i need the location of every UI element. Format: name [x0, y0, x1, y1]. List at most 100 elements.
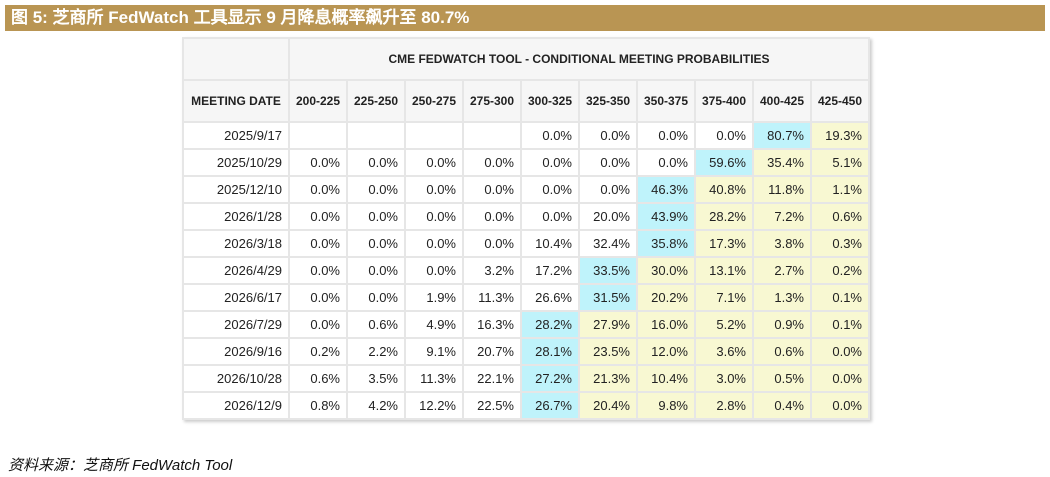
probability-cell: 22.5%: [462, 391, 522, 420]
probability-cell: 0.0%: [578, 121, 638, 150]
probability-cell: 0.1%: [810, 283, 870, 312]
meeting-date: 2025/12/10: [182, 175, 290, 204]
probability-cell: 12.2%: [404, 391, 464, 420]
table-row: 2026/6/17 0.0% 0.0% 1.9% 11.3% 26.6% 31.5% 20.2…: [182, 283, 870, 312]
probability-cell: 11.8%: [752, 175, 812, 204]
probability-cell: 0.0%: [288, 148, 348, 177]
probability-cell: 0.0%: [346, 148, 406, 177]
probability-cell: 16.0%: [636, 310, 696, 339]
rate-column-header: 250-275: [404, 79, 464, 123]
probability-cell: 17.3%: [694, 229, 754, 258]
probability-cell: 3.0%: [694, 364, 754, 393]
probability-cell: 0.0%: [404, 175, 464, 204]
probability-cell: 1.9%: [404, 283, 464, 312]
probability-cell: 5.2%: [694, 310, 754, 339]
probability-cell: 59.6%: [694, 148, 754, 177]
probability-cell: 0.9%: [752, 310, 812, 339]
probability-cell: 4.2%: [346, 391, 406, 420]
probability-cell: 0.0%: [520, 175, 580, 204]
probability-cell: 35.8%: [636, 229, 696, 258]
date-header: MEETING DATE: [182, 79, 290, 123]
probability-cell: 0.0%: [404, 202, 464, 231]
probability-cell: 40.8%: [694, 175, 754, 204]
probability-cell: 0.4%: [752, 391, 812, 420]
source-note: 资料来源：芝商所 FedWatch Tool: [8, 457, 233, 474]
probability-cell: 27.2%: [520, 364, 580, 393]
meeting-date: 2025/10/29: [182, 148, 290, 177]
rate-column-header: 400-425: [752, 79, 812, 123]
probability-cell: 26.7%: [520, 391, 580, 420]
probability-cell: 31.5%: [578, 283, 638, 312]
rate-column-header: 225-250: [346, 79, 406, 123]
meeting-date: 2026/10/28: [182, 364, 290, 393]
probability-cell: 0.0%: [346, 229, 406, 258]
probability-cell: 0.0%: [346, 256, 406, 285]
probability-cell: 0.0%: [636, 121, 696, 150]
probability-cell: 0.0%: [288, 229, 348, 258]
table-row: 2025/9/17 0.0% 0.0% 0.0% 0.0% 80.7% 19.3%: [182, 121, 870, 150]
table-row: 2026/7/29 0.0% 0.6% 4.9% 16.3% 28.2% 27.9% 16.0…: [182, 310, 870, 339]
probability-cell: 20.0%: [578, 202, 638, 231]
probability-cell: 12.0%: [636, 337, 696, 366]
rate-column-header: 300-325: [520, 79, 580, 123]
probability-cell: 0.1%: [810, 310, 870, 339]
probability-cell: 0.0%: [404, 256, 464, 285]
probability-cell: 9.1%: [404, 337, 464, 366]
probability-cell: 0.0%: [288, 202, 348, 231]
probability-cell: 0.0%: [346, 175, 406, 204]
meeting-date: 2026/12/9: [182, 391, 290, 420]
table-row: 2026/9/16 0.2% 2.2% 9.1% 20.7% 28.1% 23.5% 12.0…: [182, 337, 870, 366]
meeting-date: 2026/9/16: [182, 337, 290, 366]
rate-column-header: 375-400: [694, 79, 754, 123]
probability-cell: 13.1%: [694, 256, 754, 285]
blank-header: [182, 37, 290, 81]
probability-cell: 11.3%: [404, 364, 464, 393]
probability-cell: 0.0%: [520, 202, 580, 231]
table-row: 2025/12/10 0.0% 0.0% 0.0% 0.0% 0.0% 0.0% 46.3% 4…: [182, 175, 870, 204]
probability-cell: 0.0%: [462, 229, 522, 258]
probability-cell: 28.2%: [694, 202, 754, 231]
probability-cell: 22.1%: [462, 364, 522, 393]
rate-column-header: 200-225: [288, 79, 348, 123]
table-caption: CME FEDWATCH TOOL - CONDITIONAL MEETING …: [288, 37, 870, 81]
probability-cell: 4.9%: [404, 310, 464, 339]
probability-cell: 3.8%: [752, 229, 812, 258]
table-row: 2026/3/18 0.0% 0.0% 0.0% 0.0% 10.4% 32.4% 35.8%…: [182, 229, 870, 258]
probability-cell: 0.6%: [346, 310, 406, 339]
probability-cell: 30.0%: [636, 256, 696, 285]
rate-column-header: 350-375: [636, 79, 696, 123]
probability-cell: 0.0%: [810, 391, 870, 420]
probability-cell: 0.3%: [810, 229, 870, 258]
probability-cell: 0.0%: [462, 202, 522, 231]
probability-cell: 2.7%: [752, 256, 812, 285]
rate-column-header: 325-350: [578, 79, 638, 123]
probability-cell: 0.0%: [520, 148, 580, 177]
probability-cell: 0.0%: [462, 148, 522, 177]
meeting-date: 2026/6/17: [182, 283, 290, 312]
probability-cell: 0.0%: [462, 175, 522, 204]
probability-cell: 5.1%: [810, 148, 870, 177]
table-row: 2026/10/28 0.6% 3.5% 11.3% 22.1% 27.2% 21.3% 10…: [182, 364, 870, 393]
probability-cell: 0.0%: [404, 148, 464, 177]
probability-cell: 2.8%: [694, 391, 754, 420]
probability-cell: 26.6%: [520, 283, 580, 312]
probability-cell: 10.4%: [636, 364, 696, 393]
table-row: 2026/1/28 0.0% 0.0% 0.0% 0.0% 0.0% 20.0% 43.9% 2…: [182, 202, 870, 231]
probability-cell: 20.7%: [462, 337, 522, 366]
probability-cell: 1.3%: [752, 283, 812, 312]
probability-cell: 35.4%: [752, 148, 812, 177]
probability-cell: 33.5%: [578, 256, 638, 285]
probability-cell: 0.0%: [578, 175, 638, 204]
probability-cell: 0.6%: [810, 202, 870, 231]
probability-cell: 9.8%: [636, 391, 696, 420]
probability-cell: 43.9%: [636, 202, 696, 231]
probability-cell: 10.4%: [520, 229, 580, 258]
meeting-date: 2026/4/29: [182, 256, 290, 285]
rate-column-header: 425-450: [810, 79, 870, 123]
probability-cell: [462, 121, 522, 150]
probability-cell: 0.0%: [288, 256, 348, 285]
probability-cell: 0.2%: [288, 337, 348, 366]
probability-cell: 0.0%: [404, 229, 464, 258]
probability-cell: [288, 121, 348, 150]
meeting-date: 2026/1/28: [182, 202, 290, 231]
